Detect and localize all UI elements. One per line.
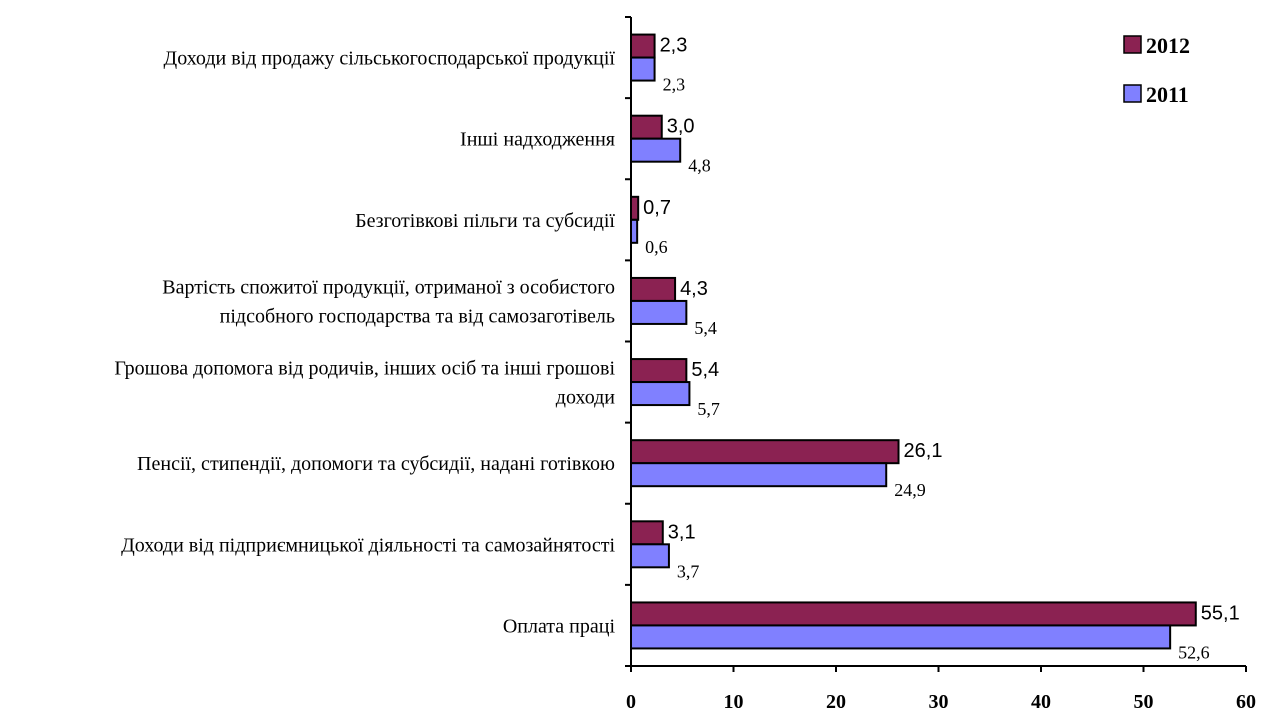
bar-2011 <box>630 624 1172 650</box>
data-label-2012: 55,1 <box>1201 602 1240 624</box>
x-tick-label: 60 <box>1236 691 1256 713</box>
x-tick-label: 10 <box>724 691 744 713</box>
data-label-2012: 2,3 <box>660 35 688 57</box>
legend-swatch-2011 <box>1123 84 1142 103</box>
data-label-2011: 24,9 <box>894 480 926 500</box>
bar-2012 <box>630 601 1197 627</box>
category-labels: Доходи від продажу сільськогосподарської… <box>114 48 615 638</box>
bar-2011 <box>630 299 688 325</box>
bar-2011 <box>630 381 691 407</box>
category-label: Безготівкові пільги та субсидії <box>355 210 615 232</box>
data-label-2011: 5,7 <box>697 399 720 419</box>
data-label-2011: 2,3 <box>663 75 686 95</box>
bar-2011 <box>630 462 888 488</box>
x-tick-label: 50 <box>1134 691 1154 713</box>
data-label-2012: 5,4 <box>691 359 719 381</box>
data-label-2012: 3,1 <box>668 521 696 543</box>
category-label: Пенсії, стипендії, допомоги та субсидії,… <box>137 453 615 475</box>
data-labels: 2,3 2,3 3,0 4,8 0,7 0,6 4,3 5,4 5,4 5,7 26,1 24,9 3,… <box>643 35 1240 663</box>
bar-2012 <box>630 33 656 59</box>
category-label: Грошова допомога від родичів, інших осіб… <box>114 358 615 380</box>
category-label: доходи <box>556 387 616 409</box>
bar-2012 <box>630 195 640 221</box>
bar-2012 <box>630 520 664 546</box>
x-tick-label: 30 <box>929 691 949 713</box>
data-label-2012: 26,1 <box>904 440 943 462</box>
x-tick-label: 20 <box>826 691 846 713</box>
data-label-2011: 52,6 <box>1178 642 1210 662</box>
bar-2012 <box>630 276 677 302</box>
x-tick-label: 0 <box>626 691 636 713</box>
data-label-2012: 4,3 <box>680 278 708 300</box>
data-label-2011: 4,8 <box>688 156 711 176</box>
category-label: Доходи від підприємницької діяльності та… <box>121 534 615 556</box>
category-label: Вартість спожитої продукції, отриманої з… <box>162 276 615 298</box>
data-label-2012: 0,7 <box>643 197 671 219</box>
x-tick-label: 40 <box>1031 691 1051 713</box>
legend-label-2012: 2012 <box>1146 33 1190 58</box>
bars-layer <box>630 33 1197 650</box>
legend-swatch-2012 <box>1123 35 1142 54</box>
bar-2011 <box>630 56 656 82</box>
legend: 2012 2011 <box>1123 33 1190 107</box>
category-label: підсобного господарства та від самозагот… <box>220 305 615 327</box>
data-label-2011: 5,4 <box>694 318 717 338</box>
bar-2011 <box>630 543 670 569</box>
data-label-2011: 3,7 <box>677 561 700 581</box>
bar-2011 <box>630 137 682 163</box>
data-label-2012: 3,0 <box>667 116 695 138</box>
category-label: Оплата праці <box>503 615 616 637</box>
category-label: Інші надходження <box>460 129 615 151</box>
bar-2012 <box>630 358 688 384</box>
category-label: Доходи від продажу сільськогосподарської… <box>164 48 616 70</box>
bar-2012 <box>630 439 900 465</box>
axes: 0 10 20 30 40 50 60 <box>625 16 1256 713</box>
legend-label-2011: 2011 <box>1146 82 1189 107</box>
bar-2012 <box>630 114 663 140</box>
data-label-2011: 0,6 <box>645 237 668 257</box>
